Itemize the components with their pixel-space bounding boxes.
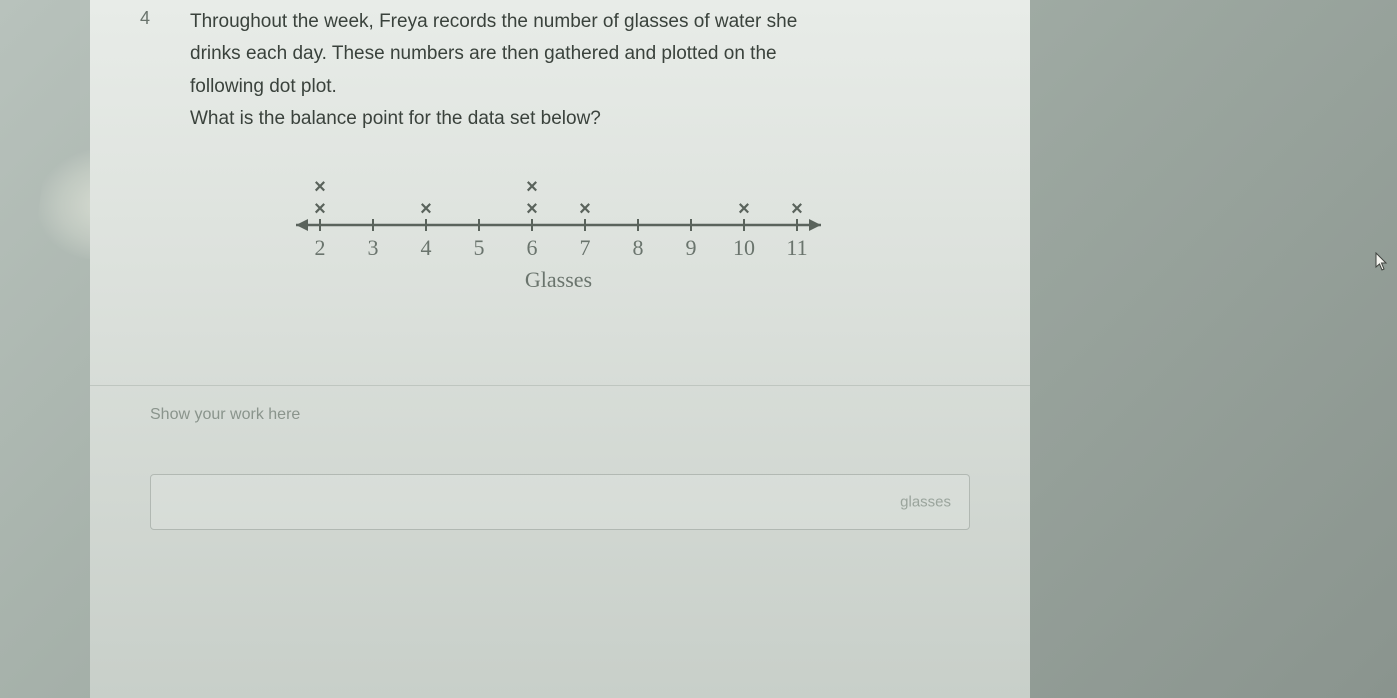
question-text-line: drinks each day. These numbers are then … — [190, 38, 960, 70]
tick-label: 3 — [368, 235, 379, 260]
dotplot-mark: × — [791, 198, 803, 220]
tick-label: 10 — [733, 235, 755, 260]
dotplot-mark: × — [738, 198, 750, 220]
question-block: 4 Throughout the week, Freya records the… — [90, 0, 1030, 135]
dotplot-mark: × — [526, 198, 538, 220]
answer-unit-hint: glasses — [900, 494, 951, 511]
dotplot-mark: × — [526, 176, 538, 198]
answer-row: glasses — [90, 424, 1030, 530]
question-text-line: following dot plot. — [190, 71, 960, 103]
show-work-placeholder: Show your work here — [150, 406, 300, 423]
tick-label: 11 — [786, 235, 807, 260]
answer-input[interactable]: glasses — [150, 474, 970, 530]
tick-label: 6 — [527, 235, 538, 260]
arrow-left-icon — [296, 219, 308, 231]
question-number: 4 — [90, 6, 190, 135]
dotplot-mark: × — [314, 176, 326, 198]
dotplot-mark: × — [314, 198, 326, 220]
worksheet-page: 4 Throughout the week, Freya records the… — [90, 0, 1030, 698]
tick-label: 5 — [474, 235, 485, 260]
dotplot-mark: × — [420, 198, 432, 220]
tick-label: 7 — [580, 235, 591, 260]
dotplot-mark: × — [579, 198, 591, 220]
show-work-area[interactable]: Show your work here — [90, 385, 1030, 424]
mouse-cursor-icon — [1375, 252, 1389, 272]
tick-label: 4 — [421, 235, 432, 260]
question-body: Throughout the week, Freya records the n… — [190, 6, 1030, 135]
tick-label: 2 — [315, 235, 326, 260]
tick-label: 9 — [686, 235, 697, 260]
dotplot-chart: 2××34×56××7×8910×11×Glasses — [280, 165, 840, 315]
arrow-right-icon — [809, 219, 821, 231]
axis-label: Glasses — [525, 267, 592, 292]
question-prompt: What is the balance point for the data s… — [190, 103, 960, 135]
dotplot-container: 2××34×56××7×8910×11×Glasses — [90, 165, 1030, 315]
tick-label: 8 — [633, 235, 644, 260]
question-text-line: Throughout the week, Freya records the n… — [190, 6, 960, 38]
